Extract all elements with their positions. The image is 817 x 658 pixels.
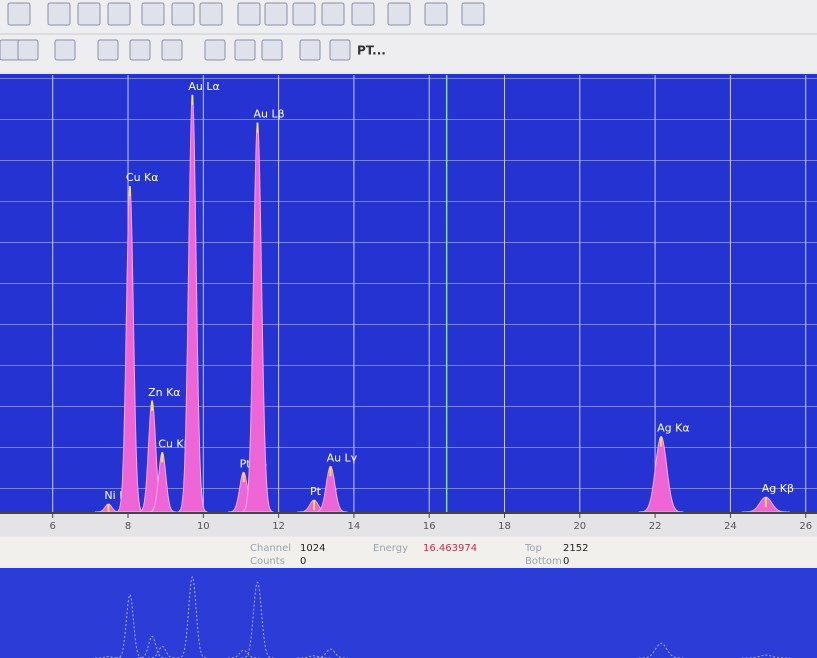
top-label: Top — [524, 543, 542, 554]
tool-icon — [234, 39, 256, 61]
tool-icon — [47, 2, 71, 26]
peak-label: Cu Kβ — [158, 437, 190, 450]
x-tick-label: 26 — [799, 521, 812, 532]
x-tick-label: 22 — [649, 521, 662, 532]
tool-icon — [199, 2, 223, 26]
x-tick-label: 16 — [423, 521, 436, 532]
tool-icon — [77, 2, 101, 26]
tool-icon — [141, 2, 165, 26]
tool-icon — [387, 2, 411, 26]
tool-icon — [351, 2, 375, 26]
tool-icon — [329, 39, 351, 61]
tool-icon — [107, 2, 131, 26]
bottom-label: Bottom — [525, 556, 562, 567]
tool-icon — [97, 39, 119, 61]
x-tick-label: 24 — [724, 521, 737, 532]
tool-icon — [299, 39, 321, 61]
x-tick-label: 12 — [272, 521, 285, 532]
bottom-value: 0 — [563, 556, 569, 567]
x-tick-label: 10 — [197, 521, 210, 532]
tool-icon — [0, 39, 21, 61]
channel-value: 1024 — [300, 543, 325, 554]
channel-label: Channel — [250, 543, 291, 554]
status-bar — [0, 537, 817, 568]
x-tick-label: 14 — [348, 521, 361, 532]
tool-icon — [171, 2, 195, 26]
tool-icon — [461, 2, 485, 26]
tool-icon — [321, 2, 345, 26]
peak-label: Ag Kβ — [762, 482, 794, 495]
tool-icon — [129, 39, 151, 61]
x-tick-label: 6 — [50, 521, 56, 532]
tool-icon — [7, 2, 31, 26]
tool-icon — [161, 39, 183, 61]
x-tick-label: 18 — [498, 521, 511, 532]
tool-icon — [237, 2, 261, 26]
peak-label: Cu Kα — [126, 171, 159, 184]
counts-value: 0 — [300, 556, 306, 567]
x-tick-label: 20 — [573, 521, 586, 532]
tool-icon — [17, 39, 39, 61]
counts-label: Counts — [250, 556, 285, 567]
peak-label: Zn Kα — [148, 386, 180, 399]
overview-peak — [116, 593, 144, 658]
top-value: 2152 — [563, 543, 588, 554]
overview-peak — [241, 581, 274, 658]
tool-icon — [424, 2, 448, 26]
tool-icon — [264, 2, 288, 26]
peak-label: Au Lβ — [254, 108, 285, 121]
horizontal-grid — [0, 74, 817, 512]
tool-icon — [54, 39, 76, 61]
peak-label: Ag Kα — [657, 422, 689, 435]
tool-icon — [204, 39, 226, 61]
toolbar-icons — [0, 2, 485, 61]
overview-peak — [137, 635, 167, 658]
peak-label: Au Lγ — [327, 451, 358, 464]
energy-label: Energy — [373, 543, 408, 554]
overview-panel — [0, 568, 817, 658]
energy-value: 16.463974 — [423, 543, 477, 554]
x-axis — [0, 512, 817, 536]
pt-button[interactable]: PT... — [357, 44, 386, 58]
tool-icon — [261, 39, 283, 61]
peak-label: Au Lα — [188, 80, 219, 93]
overview-peak — [177, 576, 208, 658]
x-tick-label: 8 — [125, 521, 131, 532]
tool-icon — [292, 2, 316, 26]
overview-peak — [638, 642, 684, 658]
